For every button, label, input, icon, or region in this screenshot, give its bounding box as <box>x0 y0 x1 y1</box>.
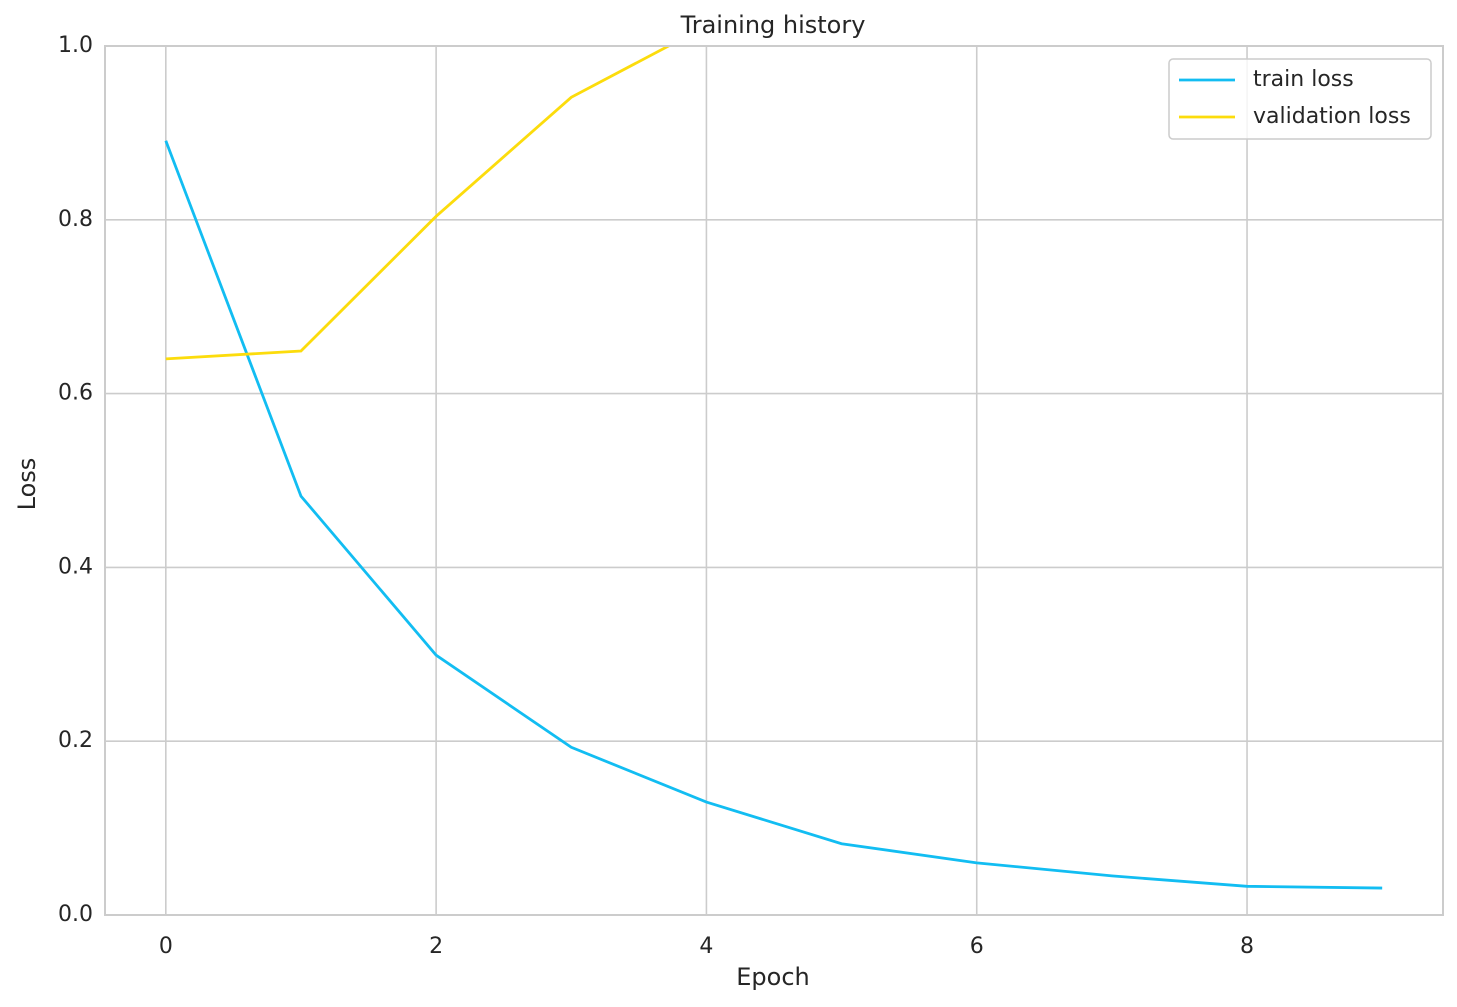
x-tick-label: 0 <box>159 934 173 959</box>
line-series <box>165 46 672 361</box>
plot-frame <box>104 45 1444 916</box>
x-tick-label: 6 <box>970 934 984 959</box>
y-axis-label: Loss <box>13 458 41 511</box>
grid <box>105 45 1443 916</box>
y-tick-label: 0.2 <box>58 728 93 753</box>
y-tick-label: 0.6 <box>58 381 93 406</box>
x-tick-label: 4 <box>699 934 713 959</box>
legend-label: train loss <box>1253 67 1354 92</box>
chart-title: Training history <box>680 11 866 39</box>
x-tick-label: 2 <box>429 934 443 959</box>
y-tick-label: 0.8 <box>58 207 93 232</box>
y-tick-label: 1.0 <box>58 33 93 58</box>
y-tick-label: 0.0 <box>58 902 93 927</box>
x-axis-label: Epoch <box>736 963 810 991</box>
legend: train loss validation loss <box>1168 58 1432 140</box>
legend-label: validation loss <box>1253 104 1411 129</box>
line-series <box>164 140 1383 890</box>
plot-lines <box>164 46 1383 890</box>
x-tick-label: 8 <box>1240 934 1254 959</box>
y-tick-label: 0.4 <box>58 554 93 579</box>
